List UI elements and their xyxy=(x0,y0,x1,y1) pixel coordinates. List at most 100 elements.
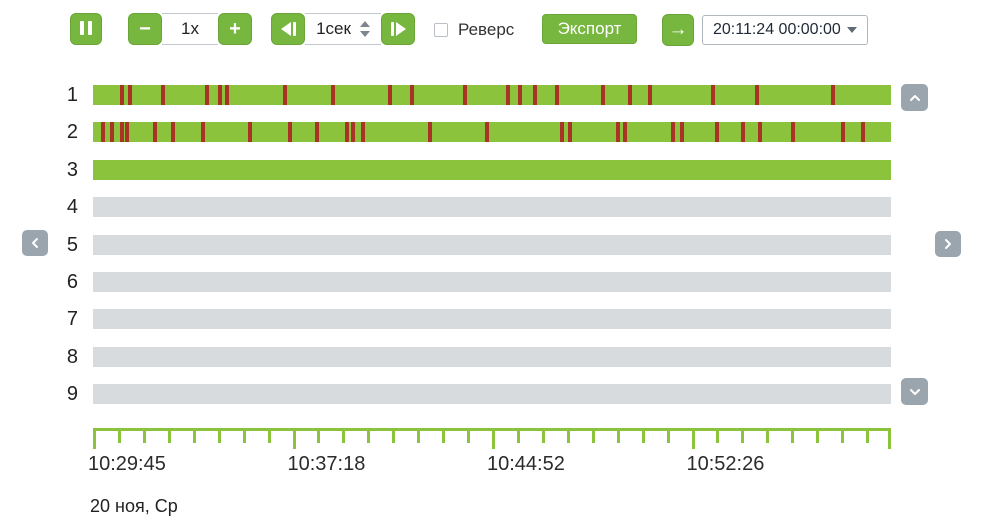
event-mark xyxy=(344,122,349,143)
major-tick xyxy=(93,428,96,449)
step-forward-button[interactable] xyxy=(381,13,415,45)
time-label: 10:29:45 xyxy=(88,453,166,475)
pause-button[interactable] xyxy=(70,13,102,45)
channel-label: 4 xyxy=(66,196,78,219)
major-tick xyxy=(492,428,495,449)
major-tick xyxy=(691,428,695,449)
channel-row: 4 xyxy=(0,196,987,219)
channel-label: 8 xyxy=(66,345,78,368)
minor-tick xyxy=(367,428,371,443)
minor-tick xyxy=(117,428,121,443)
chevron-right-icon xyxy=(945,239,951,249)
channel-timeline-bar[interactable] xyxy=(93,122,891,143)
event-mark xyxy=(110,122,115,143)
event-mark xyxy=(315,122,320,143)
step-value-field[interactable]: 1сек xyxy=(305,13,381,45)
channel-timeline-bar[interactable] xyxy=(93,234,891,255)
event-mark xyxy=(170,122,175,143)
event-mark xyxy=(533,85,538,105)
pan-left-button[interactable] xyxy=(22,230,48,256)
minor-tick xyxy=(442,428,446,443)
minor-tick xyxy=(267,428,271,443)
major-tick xyxy=(292,428,296,449)
channel-label: 9 xyxy=(66,383,78,406)
event-mark xyxy=(517,85,522,105)
minor-tick xyxy=(791,428,795,443)
event-mark xyxy=(568,122,573,143)
event-mark xyxy=(462,85,467,105)
event-mark xyxy=(225,85,230,105)
channel-label: 2 xyxy=(66,121,78,144)
channel-timeline-bar[interactable] xyxy=(93,85,891,105)
channel-row: 1 xyxy=(0,85,987,105)
minor-tick xyxy=(716,428,720,443)
event-mark xyxy=(427,122,432,143)
reverse-checkbox[interactable] xyxy=(434,23,448,37)
step-spinner[interactable] xyxy=(359,21,370,37)
event-mark xyxy=(125,122,130,143)
event-mark xyxy=(554,85,559,105)
channel-timeline-bar[interactable] xyxy=(93,159,891,180)
time-label: 10:37:18 xyxy=(287,453,366,475)
channel-row: 9 xyxy=(0,383,987,406)
channel-timeline-bar[interactable] xyxy=(93,384,891,405)
step-control: 1сек xyxy=(271,13,415,45)
channel-row: 2 xyxy=(0,121,987,144)
event-mark xyxy=(161,85,166,105)
minor-tick xyxy=(192,428,196,443)
event-mark xyxy=(679,122,684,143)
event-mark xyxy=(387,85,392,105)
export-button[interactable]: Экспорт xyxy=(542,14,637,44)
time-label: 10:44:52 xyxy=(487,453,565,475)
arrow-right-icon: → xyxy=(668,19,688,40)
event-mark xyxy=(671,122,676,143)
minor-tick xyxy=(666,428,670,443)
channel-row: 3 xyxy=(0,158,987,181)
speed-decrease-button[interactable]: − xyxy=(128,13,162,45)
channel-timeline-bar[interactable] xyxy=(93,346,891,367)
event-mark xyxy=(248,122,253,143)
goto-time-button[interactable]: → xyxy=(662,14,694,46)
channel-label: 3 xyxy=(66,158,78,181)
event-mark xyxy=(410,85,415,105)
channel-timeline-bar[interactable] xyxy=(93,197,891,218)
minor-tick xyxy=(616,428,620,443)
event-mark xyxy=(288,122,293,143)
event-mark xyxy=(485,122,490,143)
event-mark xyxy=(119,85,124,105)
chevron-down-icon xyxy=(847,27,857,33)
step-backward-button[interactable] xyxy=(271,13,305,45)
event-mark xyxy=(711,85,716,105)
event-mark xyxy=(841,122,846,143)
event-mark xyxy=(616,122,621,143)
reverse-label: Реверс xyxy=(458,20,515,39)
event-mark xyxy=(754,85,759,105)
reverse-toggle[interactable]: Реверс xyxy=(434,15,514,45)
time-range-dropdown[interactable]: 20:11:24 00:00:00 xyxy=(702,15,868,45)
channel-row: 7 xyxy=(0,308,987,331)
channel-timeline-bar[interactable] xyxy=(93,272,891,292)
minor-tick xyxy=(417,428,421,443)
minor-tick xyxy=(142,428,146,443)
time-ruler[interactable] xyxy=(93,428,891,452)
event-mark xyxy=(623,122,628,143)
spinner-down-icon[interactable] xyxy=(359,31,370,37)
time-range-value: 20:11:24 00:00:00 xyxy=(713,21,841,38)
step-backward-icon xyxy=(280,22,296,36)
event-mark xyxy=(360,122,365,143)
channel-timeline-bar[interactable] xyxy=(93,309,891,330)
minor-tick xyxy=(342,428,346,443)
major-tick xyxy=(888,428,891,449)
channel-label: 7 xyxy=(66,308,78,331)
minor-tick xyxy=(242,428,246,443)
speed-increase-button[interactable]: + xyxy=(218,13,252,45)
pan-right-button[interactable] xyxy=(935,231,961,257)
spinner-up-icon[interactable] xyxy=(359,21,370,27)
scroll-down-button[interactable] xyxy=(901,378,928,405)
minor-tick xyxy=(741,428,745,443)
minor-tick xyxy=(591,428,595,443)
event-mark xyxy=(741,122,746,143)
event-mark xyxy=(351,122,356,143)
channel-label: 5 xyxy=(66,233,78,256)
scroll-up-button[interactable] xyxy=(901,84,928,111)
